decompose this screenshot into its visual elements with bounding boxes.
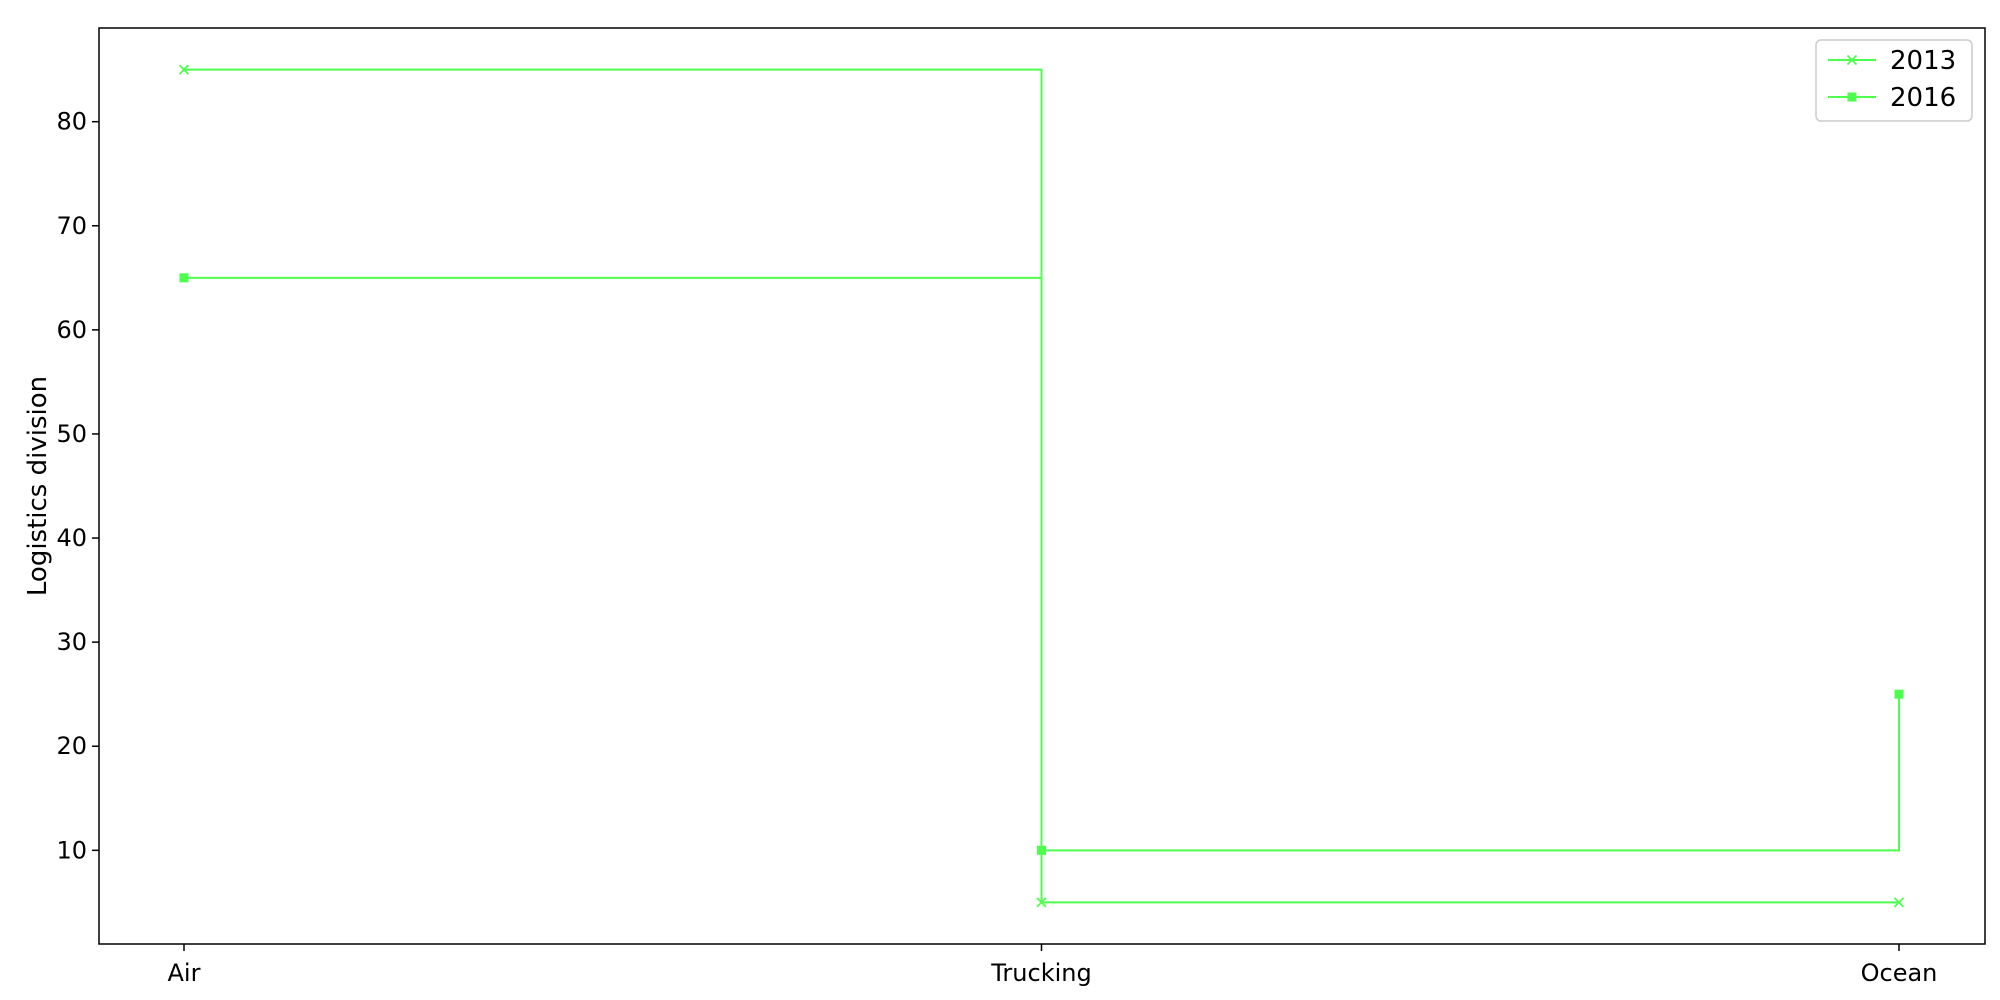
- x-tick-label: Air: [168, 959, 201, 987]
- y-tick-label: 80: [56, 108, 87, 136]
- legend: 2013 2016: [1815, 39, 1973, 122]
- data-point: [1894, 689, 1904, 699]
- legend-entry: 2016: [1828, 83, 1956, 113]
- data-point: [1893, 897, 1905, 908]
- data-point: [1036, 897, 1047, 908]
- y-tick-label: 10: [56, 836, 87, 864]
- legend-label: 2013: [1890, 46, 1956, 76]
- x-axis: Air Trucking Ocean: [168, 944, 1938, 987]
- y-tick-label: 70: [56, 212, 87, 240]
- y-axis-label: Logistics division: [23, 376, 53, 596]
- x-tick-label: Trucking: [990, 959, 1091, 987]
- series-layer: [178, 64, 1905, 908]
- legend-entry: 2013: [1828, 46, 1956, 76]
- y-tick-label: 30: [56, 628, 87, 656]
- legend-marker: [1847, 92, 1857, 102]
- legend-marker: [1846, 54, 1858, 66]
- y-tick-label: 20: [56, 732, 87, 760]
- legend-label: 2016: [1890, 83, 1956, 113]
- y-tick-label: 40: [56, 524, 87, 552]
- y-tick-label: 60: [56, 316, 87, 344]
- y-tick-label: 50: [56, 420, 87, 448]
- data-point: [178, 64, 190, 75]
- x-tick-label: Ocean: [1861, 959, 1938, 987]
- data-point: [1037, 845, 1046, 855]
- data-point: [179, 273, 189, 283]
- legend-entries: 2013 2016: [1828, 46, 1956, 113]
- y-axis: 10 20 30 40 50 60 70 80: [56, 108, 99, 864]
- series-2016: [179, 273, 1904, 855]
